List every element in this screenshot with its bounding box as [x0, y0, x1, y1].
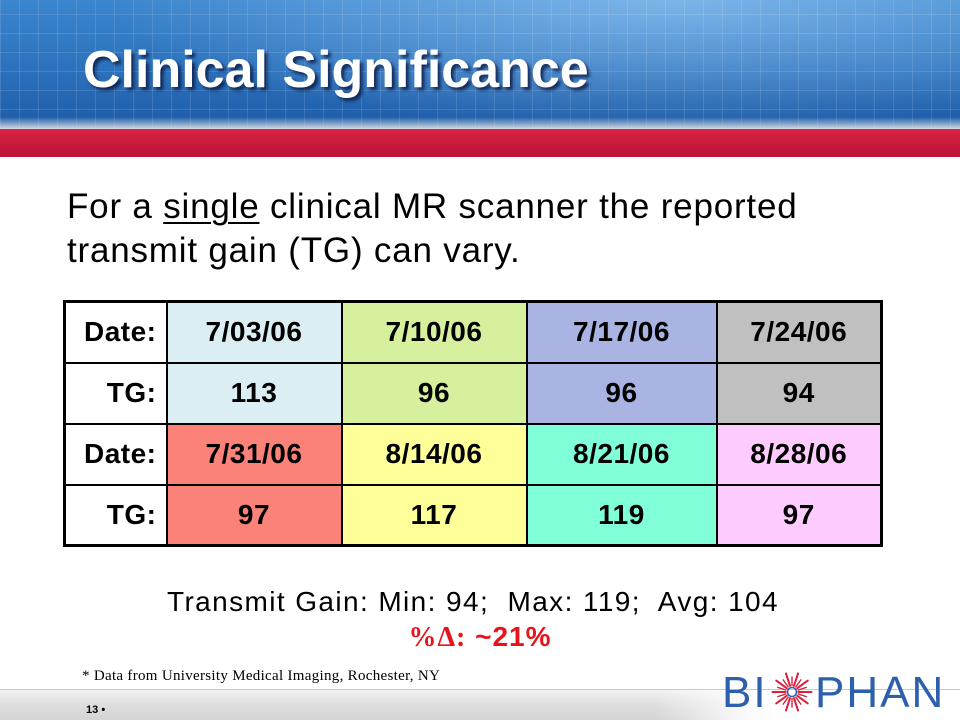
logo-text-start: BI	[722, 668, 768, 717]
table-row: Date: 7/31/06 8/14/06 8/21/06 8/28/06	[63, 422, 883, 486]
row-label: Date:	[63, 422, 168, 486]
table-cell: 7/03/06	[165, 300, 343, 364]
table-cell: 119	[525, 483, 718, 547]
page-number: 13 •	[86, 704, 105, 717]
header-fade	[0, 117, 960, 129]
row-label: TG:	[63, 361, 168, 425]
footnote: * Data from University Medical Imaging, …	[82, 668, 441, 684]
logo-text-end: PHAN	[815, 668, 946, 717]
table-cell: 8/14/06	[340, 422, 528, 486]
table-cell: 8/21/06	[525, 422, 718, 486]
table-cell: 117	[340, 483, 528, 547]
table-cell: 96	[525, 361, 718, 425]
row-label: TG:	[63, 483, 168, 547]
table-cell: 113	[165, 361, 343, 425]
slide-title: Clinical Significance	[83, 41, 589, 99]
table-cell: 7/10/06	[340, 300, 528, 364]
table-cell: 8/28/06	[715, 422, 883, 486]
table-row: TG: 113 96 96 94	[63, 361, 883, 425]
percent-change-value: ~21%	[475, 621, 552, 652]
intro-emphasis: single	[163, 187, 260, 226]
starburst-icon	[771, 672, 813, 712]
transmit-gain-table: Date: 7/03/06 7/10/06 7/17/06 7/24/06 TG…	[63, 300, 883, 547]
header-banner	[0, 0, 960, 129]
table-cell: 7/31/06	[165, 422, 343, 486]
row-label: Date:	[63, 300, 168, 364]
table-row: TG: 97 117 119 97	[63, 483, 883, 547]
table-cell: 7/24/06	[715, 300, 883, 364]
percent-change: %Δ: ~21%	[180, 620, 780, 655]
page-bullet: •	[101, 704, 106, 716]
page-number-value: 13	[86, 704, 99, 716]
table-row: Date: 7/03/06 7/10/06 7/17/06 7/24/06	[63, 300, 883, 364]
accent-band	[0, 129, 960, 157]
table-cell: 96	[340, 361, 528, 425]
intro-suffix: clinical MR scanner the reported transmi…	[67, 187, 798, 270]
intro-prefix: For a	[67, 187, 164, 226]
table-cell: 94	[715, 361, 883, 425]
summary-stats: Transmit Gain: Min: 94; Max: 119; Avg: 1…	[166, 586, 779, 617]
percent-change-label: %Δ:	[408, 622, 467, 653]
table-cell: 97	[165, 483, 343, 547]
table-cell: 7/17/06	[525, 300, 718, 364]
intro-text: For a single clinical MR scanner the rep…	[67, 185, 867, 273]
table-cell: 97	[715, 483, 883, 547]
